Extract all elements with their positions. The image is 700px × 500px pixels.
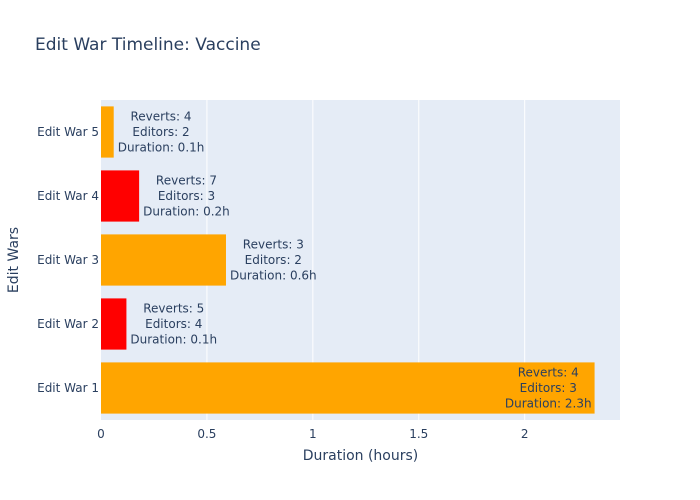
bar-label-line: Reverts: 3 xyxy=(243,238,304,252)
bar xyxy=(101,234,226,286)
bar-label-line: Duration: 2.3h xyxy=(505,397,592,411)
y-tick-labels: Edit War 1 Edit War 2 Edit War 3 Edit War 4… xyxy=(37,125,99,395)
bar-label-line: Editors: 4 xyxy=(145,317,202,331)
bar-label-line: Reverts: 4 xyxy=(131,110,192,124)
bar xyxy=(101,298,127,350)
bar-label-line: Editors: 2 xyxy=(132,125,189,139)
x-tick-label: 2 xyxy=(521,427,529,441)
y-tick-label: Edit War 5 xyxy=(37,125,99,139)
bar xyxy=(101,362,595,414)
bar-label-line: Reverts: 4 xyxy=(518,366,579,380)
chart-title: Edit War Timeline: Vaccine xyxy=(35,35,261,55)
y-axis-title: Edit Wars xyxy=(6,227,22,293)
x-axis-title: Duration (hours) xyxy=(303,448,419,464)
bar-label-line: Duration: 0.2h xyxy=(143,205,230,219)
x-tick-labels: 0 0.5 1 1.5 2 xyxy=(97,427,528,441)
bars xyxy=(101,106,595,414)
x-tick-label: 1.5 xyxy=(409,427,428,441)
y-tick-label: Edit War 4 xyxy=(37,189,99,203)
y-tick-label: Edit War 3 xyxy=(37,253,99,267)
x-tick-label: 0 xyxy=(97,427,105,441)
y-tick-label: Edit War 2 xyxy=(37,317,99,331)
bar-label-line: Editors: 3 xyxy=(158,189,215,203)
bar-label-line: Duration: 0.6h xyxy=(230,269,317,283)
bar-label-line: Editors: 2 xyxy=(245,253,302,267)
bar-label-line: Duration: 0.1h xyxy=(130,333,217,347)
x-tick-label: 1 xyxy=(309,427,317,441)
bar-label-line: Duration: 0.1h xyxy=(118,141,205,155)
x-tick-label: 0.5 xyxy=(197,427,216,441)
bar xyxy=(101,106,114,158)
bar-label-line: Reverts: 7 xyxy=(156,174,217,188)
bar-label-line: Editors: 3 xyxy=(520,381,577,395)
bar-label-line: Reverts: 5 xyxy=(143,302,204,316)
bar xyxy=(101,170,140,222)
y-tick-label: Edit War 1 xyxy=(37,381,99,395)
